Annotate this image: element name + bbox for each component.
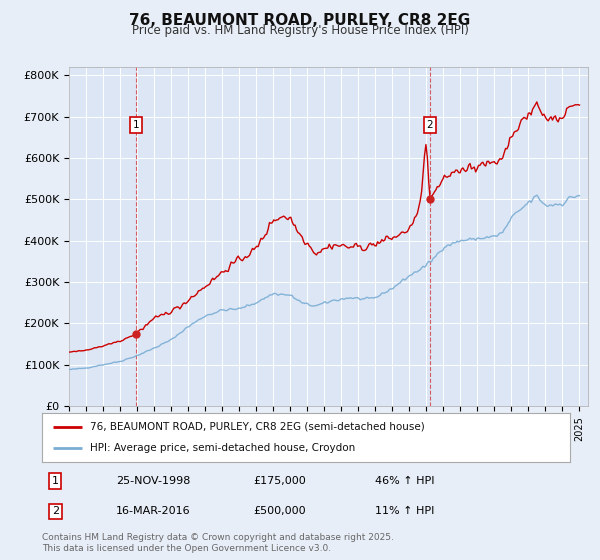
Text: 46% ↑ HPI: 46% ↑ HPI <box>374 476 434 486</box>
Text: 1: 1 <box>52 476 59 486</box>
HPI: Average price, semi-detached house, Croydon: (2.01e+03, 2.67e+05): Average price, semi-detached house, Croy… <box>289 292 296 299</box>
Text: HPI: Average price, semi-detached house, Croydon: HPI: Average price, semi-detached house,… <box>89 443 355 453</box>
Text: 1: 1 <box>133 120 139 130</box>
Text: 76, BEAUMONT ROAD, PURLEY, CR8 2EG: 76, BEAUMONT ROAD, PURLEY, CR8 2EG <box>130 13 470 28</box>
Text: 11% ↑ HPI: 11% ↑ HPI <box>374 506 434 516</box>
76, BEAUMONT ROAD, PURLEY, CR8 2EG (semi-detached house) <box>65 349 73 356</box>
HPI: Average price, semi-detached house, Croydon: (2.01e+03, 2.44e+05): Average price, semi-detached house, Croy… <box>243 302 250 309</box>
Line: 76, BEAUMONT ROAD, PURLEY, CR8 2EG (semi-detached house): 76, BEAUMONT ROAD, PURLEY, CR8 2EG (semi… <box>69 102 580 352</box>
HPI: Average price, semi-detached house, Croydon: (2e+03, 1.17e+05): Average price, semi-detached house, Croy… <box>128 354 135 361</box>
76, BEAUMONT ROAD, PURLEY, CR8 2EG (semi-detached house) <box>533 99 541 105</box>
Text: 16-MAR-2016: 16-MAR-2016 <box>116 506 191 516</box>
HPI: Average price, semi-detached house, Croydon: (2.02e+03, 5.09e+05): Average price, semi-detached house, Croy… <box>576 192 583 199</box>
Text: £175,000: £175,000 <box>253 476 306 486</box>
76, BEAUMONT ROAD, PURLEY, CR8 2EG (semi-detached house) <box>289 219 296 226</box>
HPI: Average price, semi-detached house, Croydon: (2e+03, 2.37e+05): Average price, semi-detached house, Croy… <box>235 305 242 311</box>
Text: 2: 2 <box>427 120 433 130</box>
Text: £500,000: £500,000 <box>253 506 306 516</box>
Line: HPI: Average price, semi-detached house, Croydon: HPI: Average price, semi-detached house,… <box>69 195 580 370</box>
76, BEAUMONT ROAD, PURLEY, CR8 2EG (semi-detached house) <box>243 254 250 261</box>
76, BEAUMONT ROAD, PURLEY, CR8 2EG (semi-detached house) <box>128 333 135 339</box>
Text: Contains HM Land Registry data © Crown copyright and database right 2025.
This d: Contains HM Land Registry data © Crown c… <box>42 533 394 553</box>
Text: Price paid vs. HM Land Registry's House Price Index (HPI): Price paid vs. HM Land Registry's House … <box>131 24 469 37</box>
HPI: Average price, semi-detached house, Croydon: (2.02e+03, 5.1e+05): Average price, semi-detached house, Croy… <box>533 192 541 198</box>
Text: 25-NOV-1998: 25-NOV-1998 <box>116 476 190 486</box>
76, BEAUMONT ROAD, PURLEY, CR8 2EG (semi-detached house) <box>218 268 225 275</box>
76, BEAUMONT ROAD, PURLEY, CR8 2EG (semi-detached house) <box>549 116 556 123</box>
Text: 76, BEAUMONT ROAD, PURLEY, CR8 2EG (semi-detached house): 76, BEAUMONT ROAD, PURLEY, CR8 2EG (semi… <box>89 422 424 432</box>
HPI: Average price, semi-detached house, Croydon: (2e+03, 8.83e+04): Average price, semi-detached house, Croy… <box>65 366 73 373</box>
Text: 2: 2 <box>52 506 59 516</box>
HPI: Average price, semi-detached house, Croydon: (2.02e+03, 4.84e+05): Average price, semi-detached house, Croy… <box>549 203 556 209</box>
HPI: Average price, semi-detached house, Croydon: (2e+03, 2.33e+05): Average price, semi-detached house, Croy… <box>218 306 225 313</box>
76, BEAUMONT ROAD, PURLEY, CR8 2EG (semi-detached house) <box>235 253 242 259</box>
76, BEAUMONT ROAD, PURLEY, CR8 2EG (semi-detached house) <box>576 102 583 109</box>
